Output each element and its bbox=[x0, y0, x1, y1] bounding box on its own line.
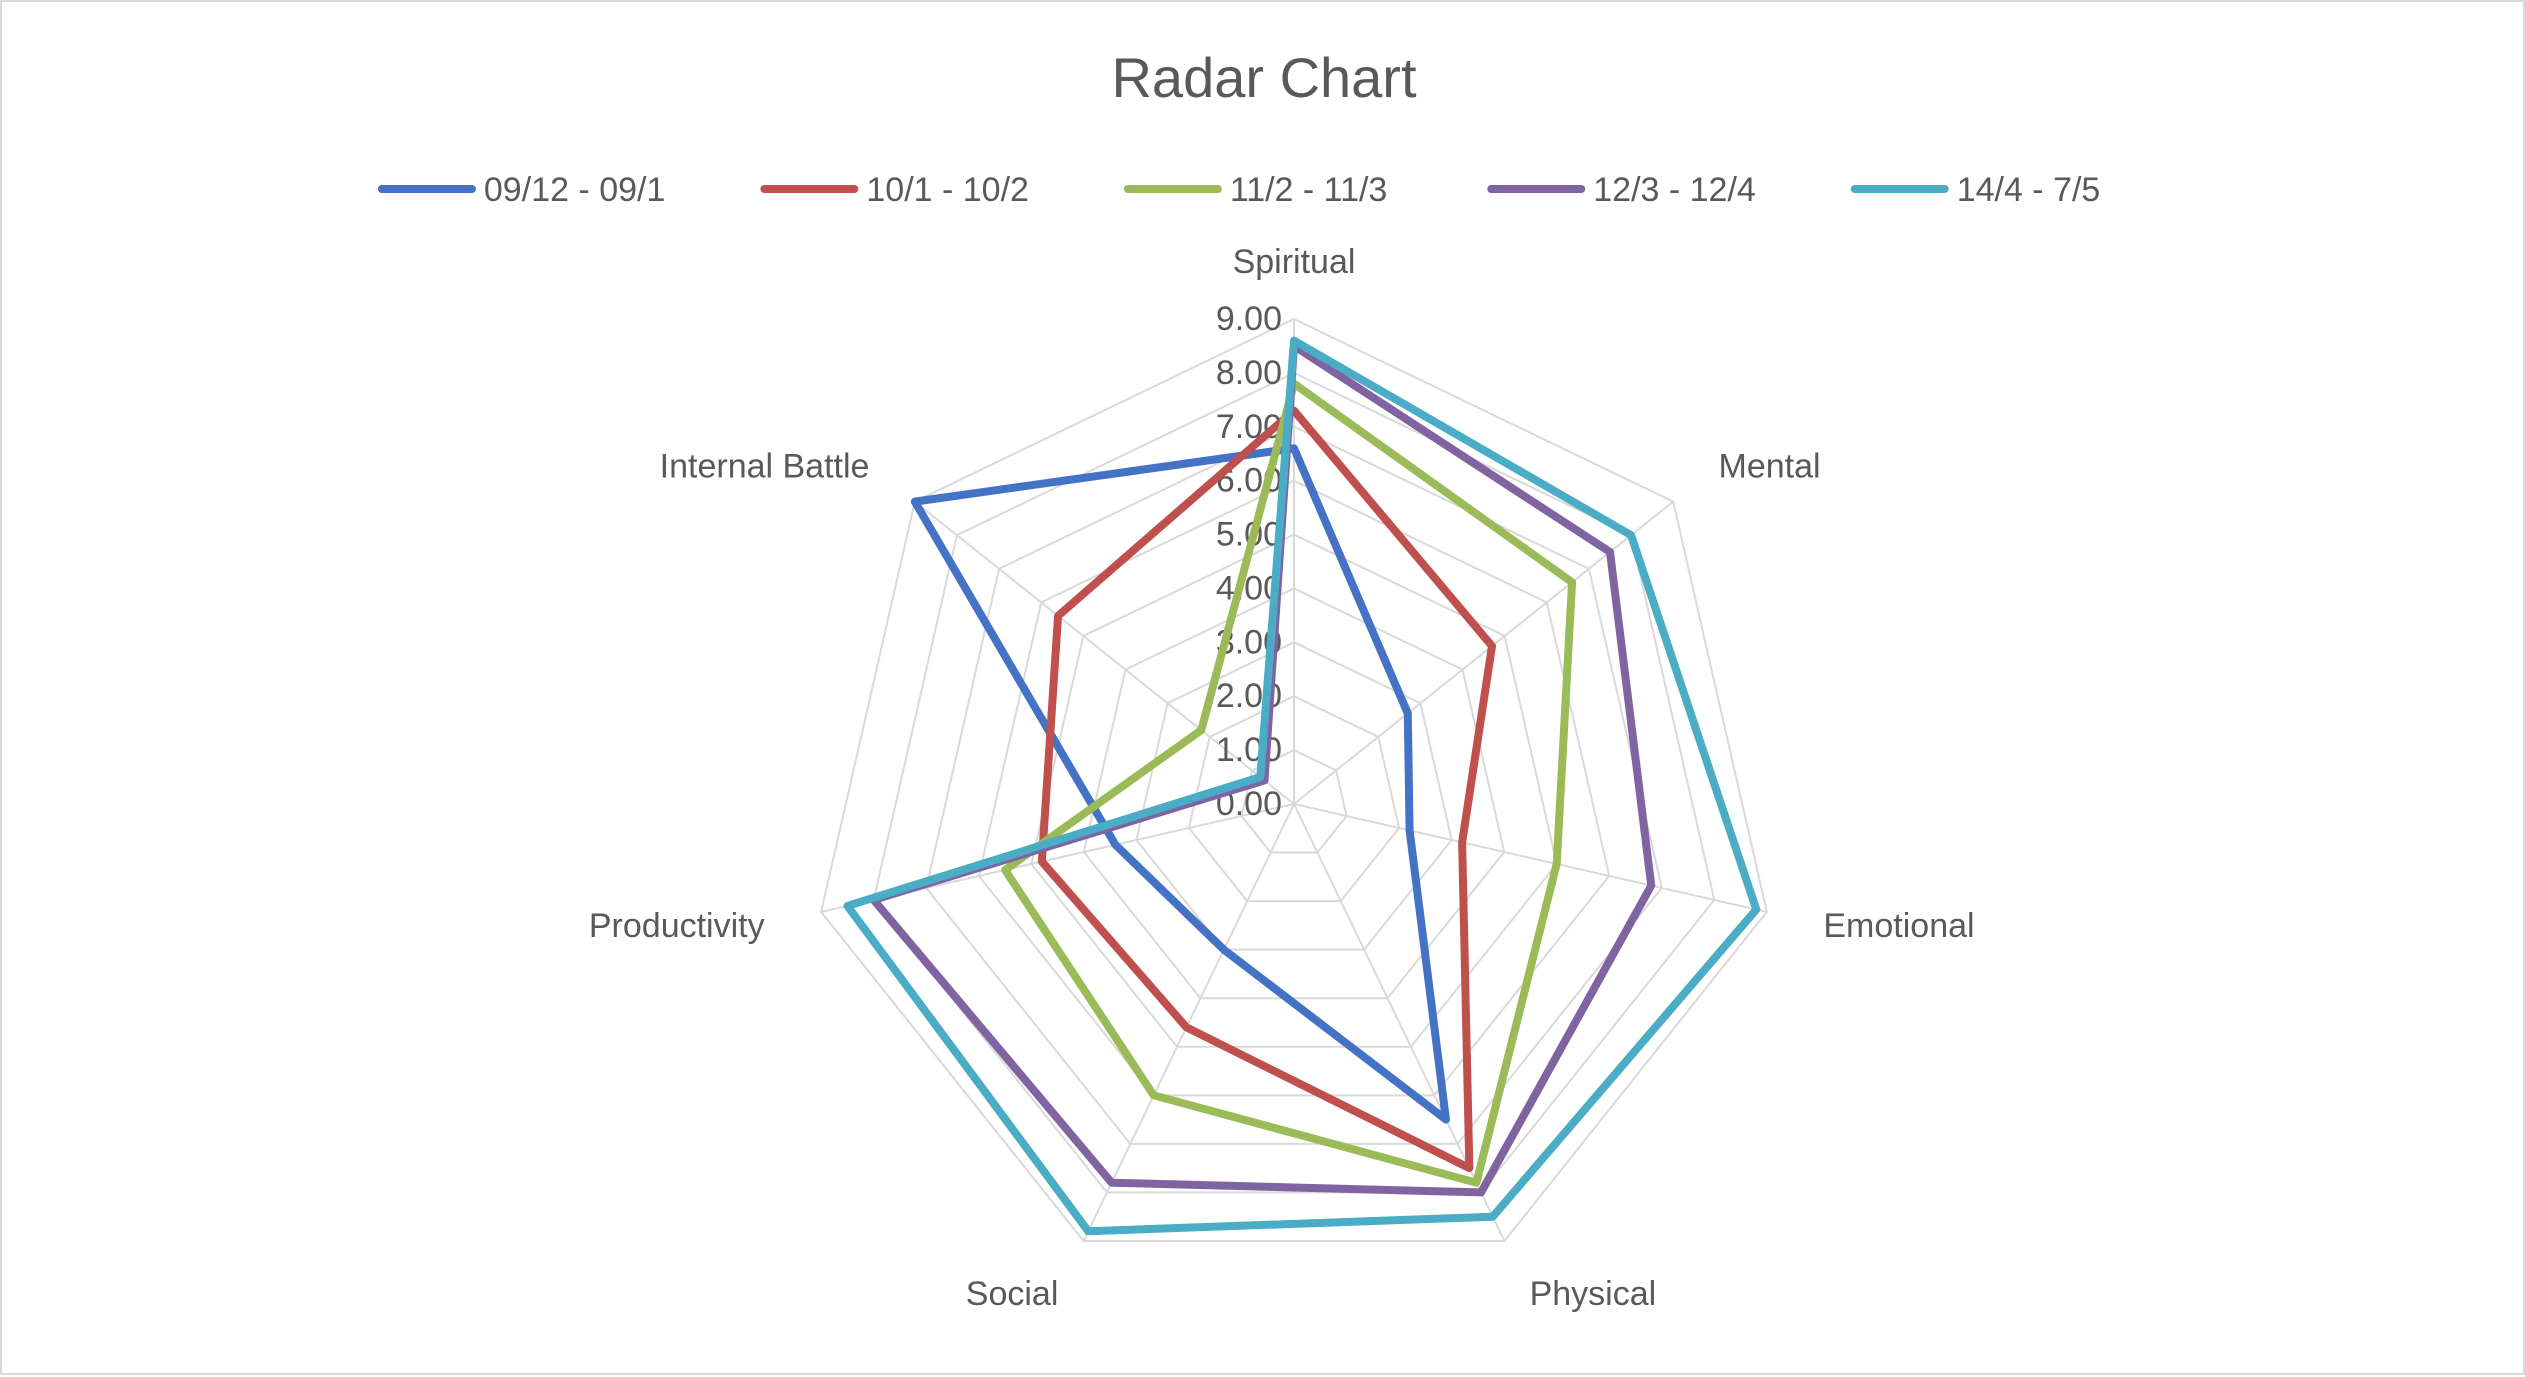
category-label: Productivity bbox=[589, 907, 765, 945]
radial-tick-label: 8.00 bbox=[1216, 354, 1282, 392]
grid-ring bbox=[1082, 587, 1506, 1000]
series-line-4 bbox=[869, 341, 1656, 1197]
category-label: Physical bbox=[1530, 1275, 1657, 1313]
spoke-line bbox=[914, 500, 1295, 805]
legend-label-4: 12/3 - 12/4 bbox=[1593, 171, 1756, 209]
chart-legend: 09/12 - 09/1 10/1 - 10/2 11/2 - 11/3 12/3 -… bbox=[377, 171, 2101, 209]
category-label: Internal Battle bbox=[660, 447, 870, 485]
category-labels: Spiritual Mental Emotional Physical Social Pr… bbox=[589, 243, 1975, 1313]
grid-ring bbox=[1187, 695, 1401, 903]
spoke-line bbox=[1082, 803, 1295, 1242]
radial-tick-label: 9.00 bbox=[1216, 300, 1282, 338]
chart-title: Radar Chart bbox=[1111, 46, 1416, 109]
grid-ring bbox=[820, 317, 1768, 1242]
grid-ring bbox=[977, 479, 1611, 1097]
legend-label-3: 11/2 - 11/3 bbox=[1230, 171, 1388, 209]
legend-label-2: 10/1 - 10/2 bbox=[866, 171, 1029, 209]
legend-label-1: 09/12 - 09/1 bbox=[484, 171, 665, 209]
series-line-3 bbox=[1001, 379, 1577, 1187]
category-label: Social bbox=[966, 1275, 1059, 1313]
grid-ring bbox=[872, 371, 1716, 1194]
category-label: Emotional bbox=[1823, 907, 1974, 945]
category-label: Mental bbox=[1719, 447, 1821, 485]
grid-ring bbox=[1030, 533, 1558, 1048]
category-label: Spiritual bbox=[1233, 243, 1356, 281]
legend-label-5: 14/4 - 7/5 bbox=[1957, 171, 2101, 209]
series-lines bbox=[843, 336, 1761, 1236]
series-line-5 bbox=[843, 336, 1761, 1236]
grid-ring bbox=[1135, 641, 1453, 951]
spoke-line bbox=[1293, 803, 1768, 913]
radial-tick-label: 1.00 bbox=[1216, 731, 1282, 769]
series-line-2 bbox=[1037, 406, 1497, 1173]
series-line-1 bbox=[910, 444, 1450, 1124]
radar-grid bbox=[820, 317, 1768, 1242]
